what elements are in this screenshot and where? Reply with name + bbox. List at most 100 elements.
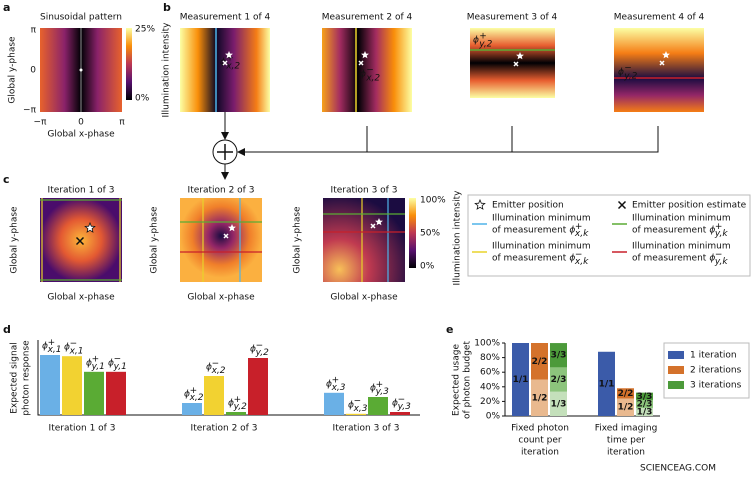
legend-label: of measurement bbox=[492, 226, 567, 236]
segment-label: 1/3 bbox=[637, 407, 653, 417]
bar bbox=[390, 412, 410, 415]
bar bbox=[182, 403, 202, 415]
heatmap bbox=[180, 198, 262, 282]
segment-label: 1/2 bbox=[532, 393, 548, 403]
symbol-base: ϕ bbox=[184, 390, 190, 400]
bar bbox=[324, 392, 344, 415]
symbol-sup: − bbox=[624, 64, 632, 74]
colorbar-tick-label: 50% bbox=[420, 229, 440, 239]
symbol-sub: x,k bbox=[574, 257, 589, 267]
y-axis-label: Global y-phase bbox=[150, 206, 160, 274]
measurement-title: Measurement 1 of 4 bbox=[180, 13, 271, 23]
estimate-marker bbox=[222, 60, 228, 66]
bar bbox=[106, 371, 126, 415]
legend-label: Emitter position estimate bbox=[632, 201, 747, 211]
emitter-marker bbox=[375, 217, 383, 226]
estimate-marker bbox=[223, 233, 229, 239]
plus bbox=[217, 144, 233, 160]
legend-swatch bbox=[668, 366, 684, 374]
symbol-sub: y,3 bbox=[375, 387, 389, 397]
iteration-title: Iteration 1 of 3 bbox=[48, 186, 115, 196]
symbol-sup: − bbox=[715, 250, 723, 260]
heatmap bbox=[322, 28, 412, 112]
bar-segment bbox=[550, 367, 567, 392]
estimate-marker bbox=[370, 223, 376, 229]
segment-label: 1/2 bbox=[618, 403, 634, 413]
emitter-marker bbox=[516, 51, 524, 60]
emitter-marker bbox=[662, 50, 670, 59]
y-axis-label: Global y-phase bbox=[8, 36, 18, 104]
legend-label: of measurement bbox=[632, 254, 707, 264]
symbol-sub: x,2 bbox=[225, 62, 240, 72]
symbol-base: ϕ bbox=[220, 58, 226, 68]
bar bbox=[62, 356, 82, 415]
estimate-marker bbox=[513, 61, 519, 67]
y-tick-label: 60% bbox=[480, 368, 500, 378]
y-tick-label: π bbox=[31, 26, 37, 36]
symbol-sub: x,k bbox=[574, 229, 589, 239]
bar bbox=[84, 371, 104, 415]
legend-label: Emitter position bbox=[492, 201, 564, 211]
legend-label: Illumination minimum bbox=[492, 214, 591, 224]
emitter-marker bbox=[225, 50, 233, 59]
panel-label: b bbox=[163, 1, 171, 14]
x-tick-label: Fixed photon bbox=[511, 424, 569, 434]
x-tick-label: Iteration 2 of 3 bbox=[191, 424, 258, 434]
heatmap bbox=[180, 28, 270, 112]
symbol-sup: − bbox=[114, 355, 122, 365]
symbol-base: ϕ bbox=[64, 343, 70, 353]
symbol-sup: − bbox=[212, 359, 220, 369]
symbol-sup: − bbox=[354, 397, 362, 407]
heatmap bbox=[470, 28, 555, 98]
emitter-marker bbox=[84, 221, 96, 233]
symbol-base: ϕ bbox=[250, 345, 256, 355]
legend-box bbox=[467, 194, 751, 277]
segment-label: 3/3 bbox=[637, 392, 653, 402]
y-axis-label: Global y-phase bbox=[293, 206, 303, 274]
emitter-marker bbox=[361, 50, 369, 59]
x-tick-label: time per bbox=[607, 436, 645, 446]
legend-label: Illumination minimum bbox=[632, 214, 731, 224]
x-tick-label: Fixed imaging bbox=[595, 424, 658, 434]
bar-segment bbox=[636, 407, 653, 416]
y-axis-label: Expected usage bbox=[452, 344, 462, 416]
y-tick-label: 80% bbox=[480, 353, 500, 363]
symbol-sub: x,3 bbox=[353, 404, 368, 414]
panel-label: d bbox=[3, 323, 11, 336]
symbol-sup: + bbox=[48, 338, 56, 348]
symbol-sub: y,2 bbox=[233, 402, 247, 412]
x-axis-label: Global x-phase bbox=[187, 293, 255, 303]
y-tick-label: 0 bbox=[30, 66, 36, 76]
symbol-sup: + bbox=[92, 355, 100, 365]
emitter-marker bbox=[474, 198, 486, 210]
legend-label: Illumination minimum bbox=[492, 242, 591, 252]
symbol-base: ϕ bbox=[370, 384, 376, 394]
arrow bbox=[239, 126, 659, 152]
y-tick-label: 20% bbox=[480, 397, 500, 407]
watermark: SCIENCEAG.COM bbox=[640, 464, 716, 474]
x-axis-label: Global x-phase bbox=[47, 293, 115, 303]
measurement-title: Measurement 4 of 4 bbox=[614, 13, 705, 23]
symbol-base: ϕ bbox=[348, 400, 354, 410]
symbol-sub: y,k bbox=[714, 257, 728, 267]
legend-label: of measurement bbox=[492, 254, 567, 264]
bar-segment bbox=[512, 343, 529, 416]
symbol-sub: y,2 bbox=[478, 40, 492, 50]
symbol-sup: − bbox=[366, 66, 374, 76]
symbol-base: ϕ bbox=[392, 399, 398, 409]
segment-label: 2/3 bbox=[551, 375, 567, 385]
heatmap bbox=[614, 28, 704, 112]
bar bbox=[368, 397, 388, 415]
x-tick-label: −π bbox=[34, 118, 48, 128]
symbol-sup: + bbox=[226, 54, 234, 64]
x-tick-label: Iteration 3 of 3 bbox=[333, 424, 400, 434]
estimate-marker bbox=[75, 236, 85, 246]
measurement-title: Measurement 2 of 4 bbox=[322, 13, 413, 23]
segment-label: 1/3 bbox=[551, 399, 567, 409]
estimate-marker bbox=[617, 200, 627, 210]
bar bbox=[346, 413, 366, 415]
symbol-sub: y,2 bbox=[623, 72, 637, 82]
symbol-sup: + bbox=[376, 380, 384, 390]
estimate-marker bbox=[358, 60, 364, 66]
bar-segment bbox=[636, 392, 653, 400]
